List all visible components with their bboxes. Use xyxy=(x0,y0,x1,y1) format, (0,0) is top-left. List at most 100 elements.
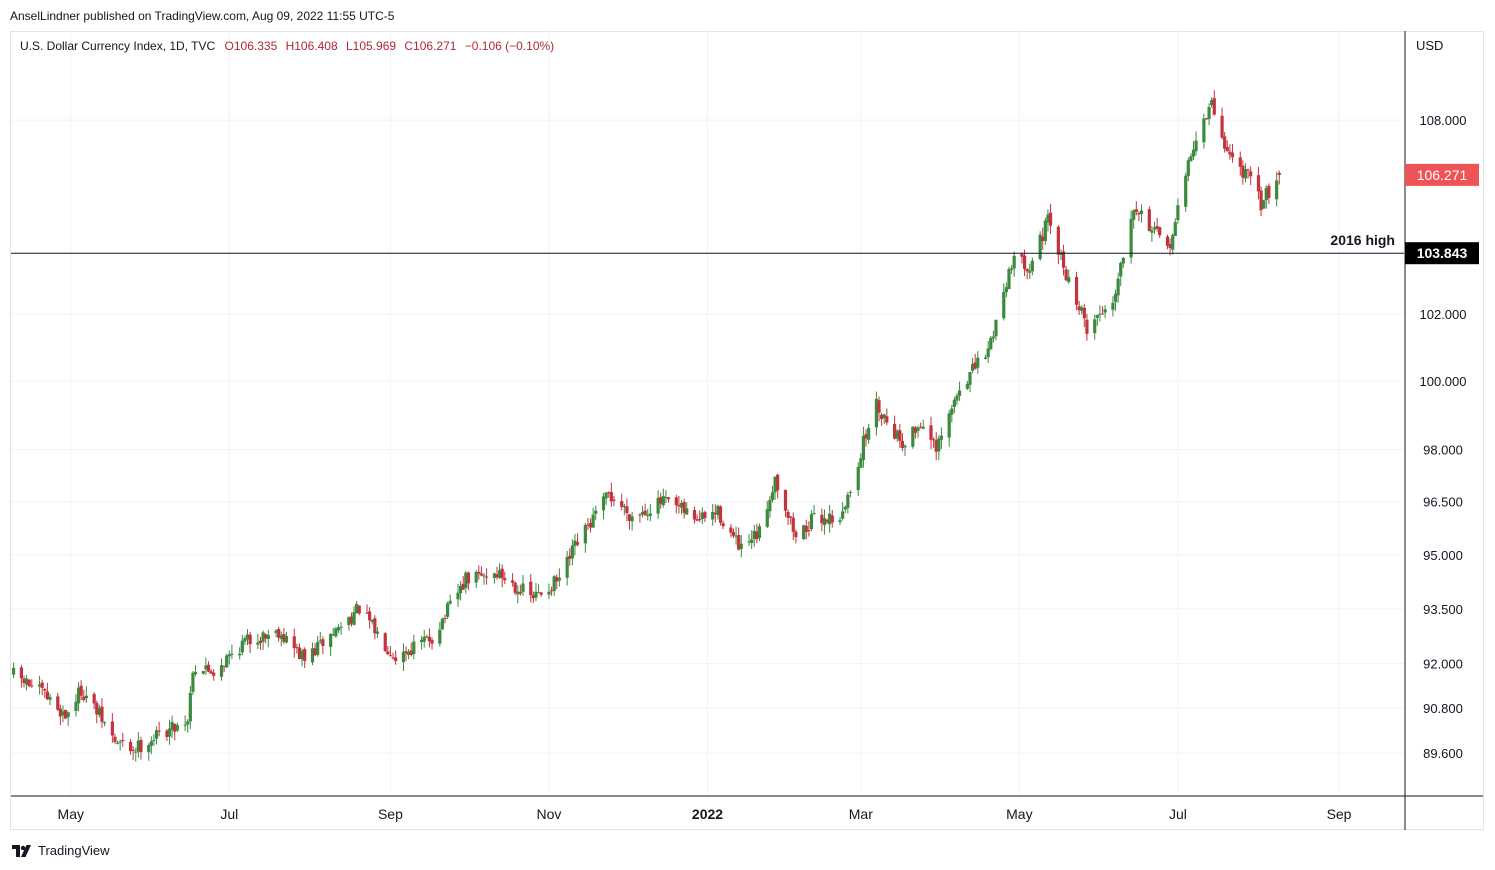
candle xyxy=(1155,217,1159,232)
candle xyxy=(898,423,902,449)
candle-body xyxy=(510,580,515,583)
tradingview-logo[interactable]: TradingView xyxy=(12,843,110,858)
candle xyxy=(939,427,943,449)
candle xyxy=(765,500,769,529)
candle xyxy=(1067,269,1071,284)
candle-body xyxy=(934,440,938,452)
candle-body xyxy=(1246,169,1250,171)
candle-body xyxy=(1103,309,1107,313)
candle xyxy=(557,568,561,587)
x-tick-label: Jul xyxy=(220,806,238,822)
candle xyxy=(500,564,504,588)
candle-body xyxy=(206,664,211,672)
candle xyxy=(830,509,834,528)
candle xyxy=(261,630,265,650)
candle-body xyxy=(388,655,393,657)
candle-body xyxy=(74,701,78,711)
candle-body xyxy=(755,531,759,540)
candle xyxy=(1186,157,1190,182)
candle xyxy=(588,518,593,533)
candle-body xyxy=(828,513,832,525)
candle-body xyxy=(503,578,507,581)
candle xyxy=(1171,233,1175,255)
candle-body xyxy=(461,583,465,590)
candle xyxy=(121,732,125,747)
candle xyxy=(640,505,645,518)
candle xyxy=(768,496,772,518)
candle xyxy=(1184,172,1188,212)
candle-body xyxy=(1168,243,1172,249)
candle-body xyxy=(1249,171,1253,177)
candle xyxy=(1147,206,1151,232)
candle-body xyxy=(534,591,538,598)
candle xyxy=(518,584,522,596)
candle xyxy=(482,573,486,585)
candle xyxy=(84,686,88,703)
candle-body xyxy=(794,531,798,538)
candle xyxy=(947,409,951,447)
candle xyxy=(828,505,832,533)
candle xyxy=(167,719,172,745)
candle xyxy=(240,634,244,656)
candle xyxy=(446,601,450,620)
candle-body xyxy=(186,721,190,725)
y-tick-label: 92.000 xyxy=(1423,657,1463,672)
candle-body xyxy=(682,502,686,513)
candle xyxy=(607,491,611,498)
candle-body xyxy=(913,427,918,433)
candle-body xyxy=(1194,140,1198,152)
candle-body xyxy=(297,647,302,659)
candle xyxy=(547,583,551,599)
candle-body xyxy=(134,751,138,753)
candle-body xyxy=(846,494,850,508)
candle-body xyxy=(874,398,879,428)
candle-body xyxy=(677,504,681,507)
candle-body xyxy=(825,519,829,523)
candle-body xyxy=(118,741,122,743)
candle xyxy=(188,685,192,730)
candle xyxy=(100,698,104,729)
candle xyxy=(713,504,717,523)
candle-body xyxy=(401,651,406,663)
candle-body xyxy=(209,671,213,674)
candle xyxy=(191,670,195,696)
candle-body xyxy=(266,634,270,639)
candle-body xyxy=(820,514,824,524)
candle-body xyxy=(391,657,395,659)
candle xyxy=(1137,211,1141,222)
candle xyxy=(149,736,153,755)
candle xyxy=(841,502,845,521)
candle-body xyxy=(1228,151,1232,155)
candle-body xyxy=(188,692,192,722)
candle xyxy=(339,622,343,635)
candle xyxy=(1264,184,1268,209)
candle xyxy=(503,571,507,585)
candle xyxy=(313,643,317,657)
candle-body xyxy=(939,435,943,440)
candle xyxy=(900,433,905,452)
candle xyxy=(646,508,650,521)
candle xyxy=(1038,231,1042,261)
candle xyxy=(659,492,663,509)
candle xyxy=(986,341,990,364)
candle-body xyxy=(1030,260,1034,272)
candle-body xyxy=(11,667,16,675)
candle xyxy=(627,513,632,530)
candle-body xyxy=(37,684,42,687)
candle-body xyxy=(539,592,543,595)
candle xyxy=(79,680,83,701)
candle-body xyxy=(383,633,387,651)
candle xyxy=(739,535,743,558)
candle-body xyxy=(1007,269,1011,290)
candle xyxy=(1085,313,1089,341)
candle xyxy=(539,591,543,597)
candle-body xyxy=(165,730,169,737)
candle-body xyxy=(950,408,954,415)
candle xyxy=(461,575,465,590)
candle xyxy=(1194,131,1198,156)
candle-body xyxy=(1061,251,1066,268)
candle xyxy=(913,426,918,439)
candle xyxy=(63,709,68,720)
candle xyxy=(773,476,777,500)
